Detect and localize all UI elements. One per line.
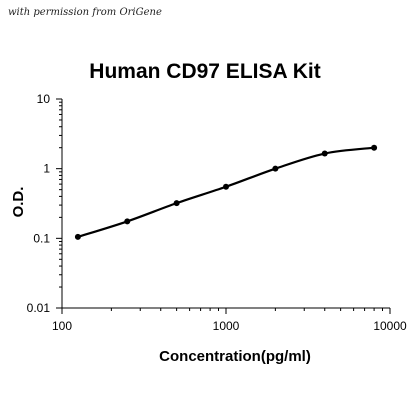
data-point bbox=[272, 165, 279, 172]
plot-area bbox=[74, 144, 378, 240]
x-tick-label: 100 bbox=[52, 319, 72, 333]
y-axis-label: O.D. bbox=[10, 187, 27, 218]
y-tick-label: 1 bbox=[43, 162, 50, 176]
data-point bbox=[124, 218, 131, 225]
x-tick-label: 10000 bbox=[373, 319, 407, 333]
x-axis-label: Concentration(pg/ml) bbox=[159, 348, 311, 365]
data-point bbox=[173, 200, 180, 207]
chart-title: Human CD97 ELISA Kit bbox=[89, 60, 320, 83]
data-point bbox=[321, 150, 328, 157]
x-tick-label: 1000 bbox=[213, 319, 240, 333]
y-tick-label: 10 bbox=[37, 92, 51, 106]
series-line bbox=[77, 146, 375, 238]
data-point bbox=[371, 144, 378, 151]
permission-caption: with permission from OriGene bbox=[8, 7, 162, 18]
data-point bbox=[223, 183, 229, 190]
y-tick-label: 0.1 bbox=[33, 231, 50, 245]
axes: 100 1000 10000 10 1 0.1 0.01 bbox=[27, 92, 407, 333]
data-point bbox=[74, 233, 81, 240]
y-tick-label: 0.01 bbox=[27, 301, 51, 315]
